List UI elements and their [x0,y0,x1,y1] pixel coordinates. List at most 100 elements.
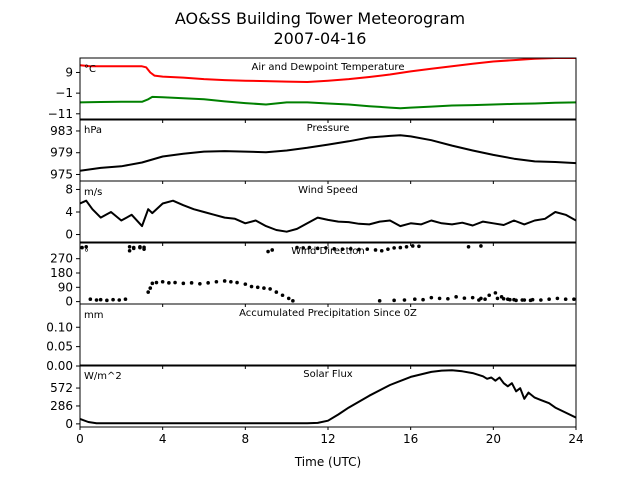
point-wind_dir [483,297,487,302]
panel-title-wind_dir: Wind Direction [291,246,365,257]
point-wind_dir [348,247,353,251]
y-tick-label-pressure: 975 [50,167,73,181]
point-wind_dir [437,296,442,301]
panel-title-solar: Solar Flux [303,369,353,380]
point-wind_dir [280,293,285,298]
panel-title-temp: Air and Dewpoint Temperature [252,62,405,73]
y-tick-label-temp: −1 [55,86,73,100]
point-wind_dir [154,280,159,285]
point-wind_dir [268,287,272,291]
point-wind_dir [446,296,450,301]
x-tick-label: 16 [403,432,418,446]
y-tick-label-wind_dir: 90 [58,280,73,294]
point-wind_dir [148,286,153,290]
y-tick-label-wind_dir: 180 [50,266,73,280]
y-tick-label-solar: 286 [50,399,73,413]
panel-wind_speed: 8 4 0 Wind Speed m/s [65,180,577,246]
point-wind_dir [398,245,403,250]
point-wind_dir [410,244,415,248]
point-wind_dir [386,247,390,251]
point-wind_dir [340,247,345,251]
y-tick-label-wind_dir: 270 [50,252,73,266]
point-wind_dir [295,245,299,250]
series-line-pressure-0 [80,134,576,172]
y-tick-label-wind_dir: 0 [65,295,73,309]
point-wind_dir [555,296,560,301]
unit-label-temp: °C [84,64,96,75]
y-tick-label-pressure: 983 [50,124,73,138]
point-wind_dir [514,298,518,303]
point-wind_dir [379,248,384,253]
panel-precip: 0.10 0.05 0.00 Accumulated Precipitation Si… [46,303,577,373]
point-wind_dir [417,244,421,249]
y-tick-label-wind_speed: 0 [65,228,73,242]
point-wind_dir [127,248,132,253]
point-wind_dir [291,299,295,303]
x-tick-label: 8 [242,432,250,446]
point-wind_dir [214,279,219,284]
plot-area-pressure [80,134,576,172]
point-wind_dir [392,298,396,303]
y-tick-label-precip: 0.05 [46,340,73,354]
point-wind_dir [301,246,306,250]
point-wind_dir [117,298,122,302]
point-wind_dir [286,296,291,301]
point-wind_dir [315,246,320,251]
point-wind_dir [167,281,171,285]
unit-label-wind_speed: m/s [84,187,102,198]
plot-area-temp [80,58,576,110]
y-tick-label-temp: −11 [48,107,73,121]
x-tick-label: 20 [486,432,501,446]
x-tick-label: 12 [320,432,335,446]
panel-pressure: 983 979 975 Pressure hPa [50,118,577,184]
point-wind_dir [123,297,128,302]
point-wind_dir [80,245,84,250]
point-wind_dir [479,244,483,248]
point-wind_dir [255,285,260,290]
point-wind_dir [470,295,475,300]
panel-title-wind_speed: Wind Speed [298,185,358,196]
point-wind_dir [508,297,512,302]
series-line-temp-1 [80,95,576,110]
series-line-temp-0 [80,58,576,83]
point-wind_dir [421,297,425,302]
point-wind_dir [466,244,471,249]
point-wind_dir [160,279,165,284]
point-wind_dir [404,244,409,249]
point-wind_dir [392,246,396,250]
point-wind_dir [413,297,417,302]
point-wind_dir [84,244,88,249]
point-wind_dir [138,245,142,250]
series-line-wind_speed-0 [80,199,576,233]
point-wind_dir [493,291,498,295]
panel-temp: 9 −1 −11 Air and Dewpoint Temperature °C [48,57,577,123]
point-wind_dir [235,280,239,285]
point-wind_dir [357,247,361,252]
x-tick-label: 24 [568,432,583,446]
y-tick-label-pressure: 979 [50,146,73,160]
point-wind_dir [266,249,270,254]
point-wind_dir [365,247,370,251]
point-wind_dir [105,298,109,303]
unit-label-wind_dir: ° [84,248,89,259]
point-wind_dir [563,297,568,302]
point-wind_dir [173,280,177,285]
y-tick-label-wind_speed: 4 [65,205,73,219]
figure-date: 2007-04-16 [274,29,367,48]
point-wind_dir [131,246,136,251]
unit-label-precip: mm [84,310,103,321]
point-wind_dir [111,297,115,302]
point-wind_dir [522,298,527,302]
point-wind_dir [547,297,551,302]
point-wind_dir [530,297,535,302]
point-wind_dir [495,296,500,301]
point-wind_dir [539,298,543,302]
point-wind_dir [243,282,248,286]
point-wind_dir [189,281,194,285]
series-line-solar-0 [80,369,576,425]
panel-title-pressure: Pressure [307,123,350,134]
figure-title: AO&SS Building Tower Meteorogram [175,9,465,28]
